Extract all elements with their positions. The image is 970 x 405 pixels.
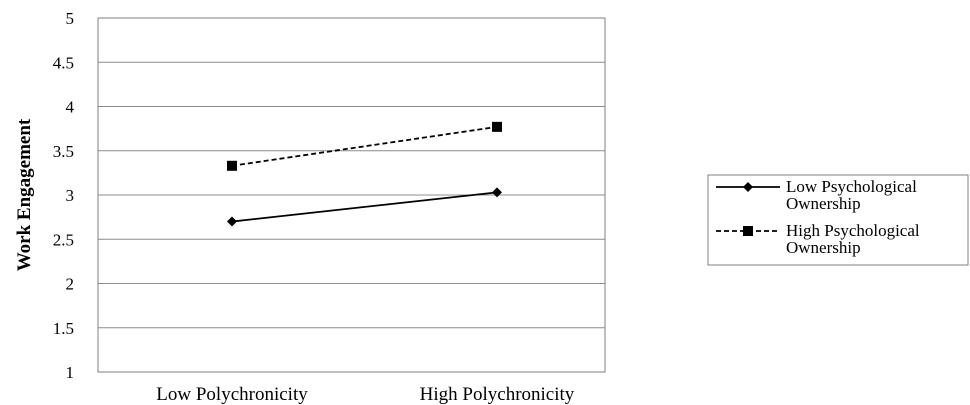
y-tick-label: 4.5 <box>53 53 74 72</box>
y-tick-label: 2 <box>66 275 75 294</box>
y-axis-label: Work Engagement <box>14 118 35 271</box>
legend-marker <box>743 226 753 236</box>
gridlines <box>98 17 605 329</box>
y-tick-label: 4 <box>66 98 75 117</box>
data-point <box>492 187 502 198</box>
data-point <box>227 160 237 171</box>
x-category-labels: Low Polychronicity High Polychronicity <box>156 384 575 405</box>
series-1 <box>227 187 502 227</box>
x-category-label: High Polychronicity <box>420 384 575 405</box>
legend-marker <box>743 182 753 192</box>
y-tick-label: 5 <box>66 9 75 28</box>
y-tick-label: 3 <box>66 186 75 205</box>
legend-label: Low Psychological <box>786 177 917 196</box>
y-tick-labels: 1 1.5 2 2.5 3 3.5 4 4.5 5 <box>53 9 75 382</box>
legend-label: Ownership <box>786 238 861 257</box>
y-tick-label: 3.5 <box>53 142 74 161</box>
series-line <box>231 191 498 223</box>
data-point <box>227 216 237 227</box>
y-tick-label: 1.5 <box>53 319 74 338</box>
y-tick-label: 1 <box>66 363 75 382</box>
series-2 <box>227 121 502 171</box>
plot-area <box>97 17 606 373</box>
legend-label: High Psychological <box>786 221 920 240</box>
series-line <box>231 125 498 167</box>
x-category-label: Low Polychronicity <box>156 384 308 405</box>
legend-box <box>707 174 969 266</box>
series-group <box>227 121 502 227</box>
y-tick-label: 2.5 <box>53 230 74 249</box>
data-point <box>492 121 502 132</box>
legend-label: Ownership <box>786 194 861 213</box>
